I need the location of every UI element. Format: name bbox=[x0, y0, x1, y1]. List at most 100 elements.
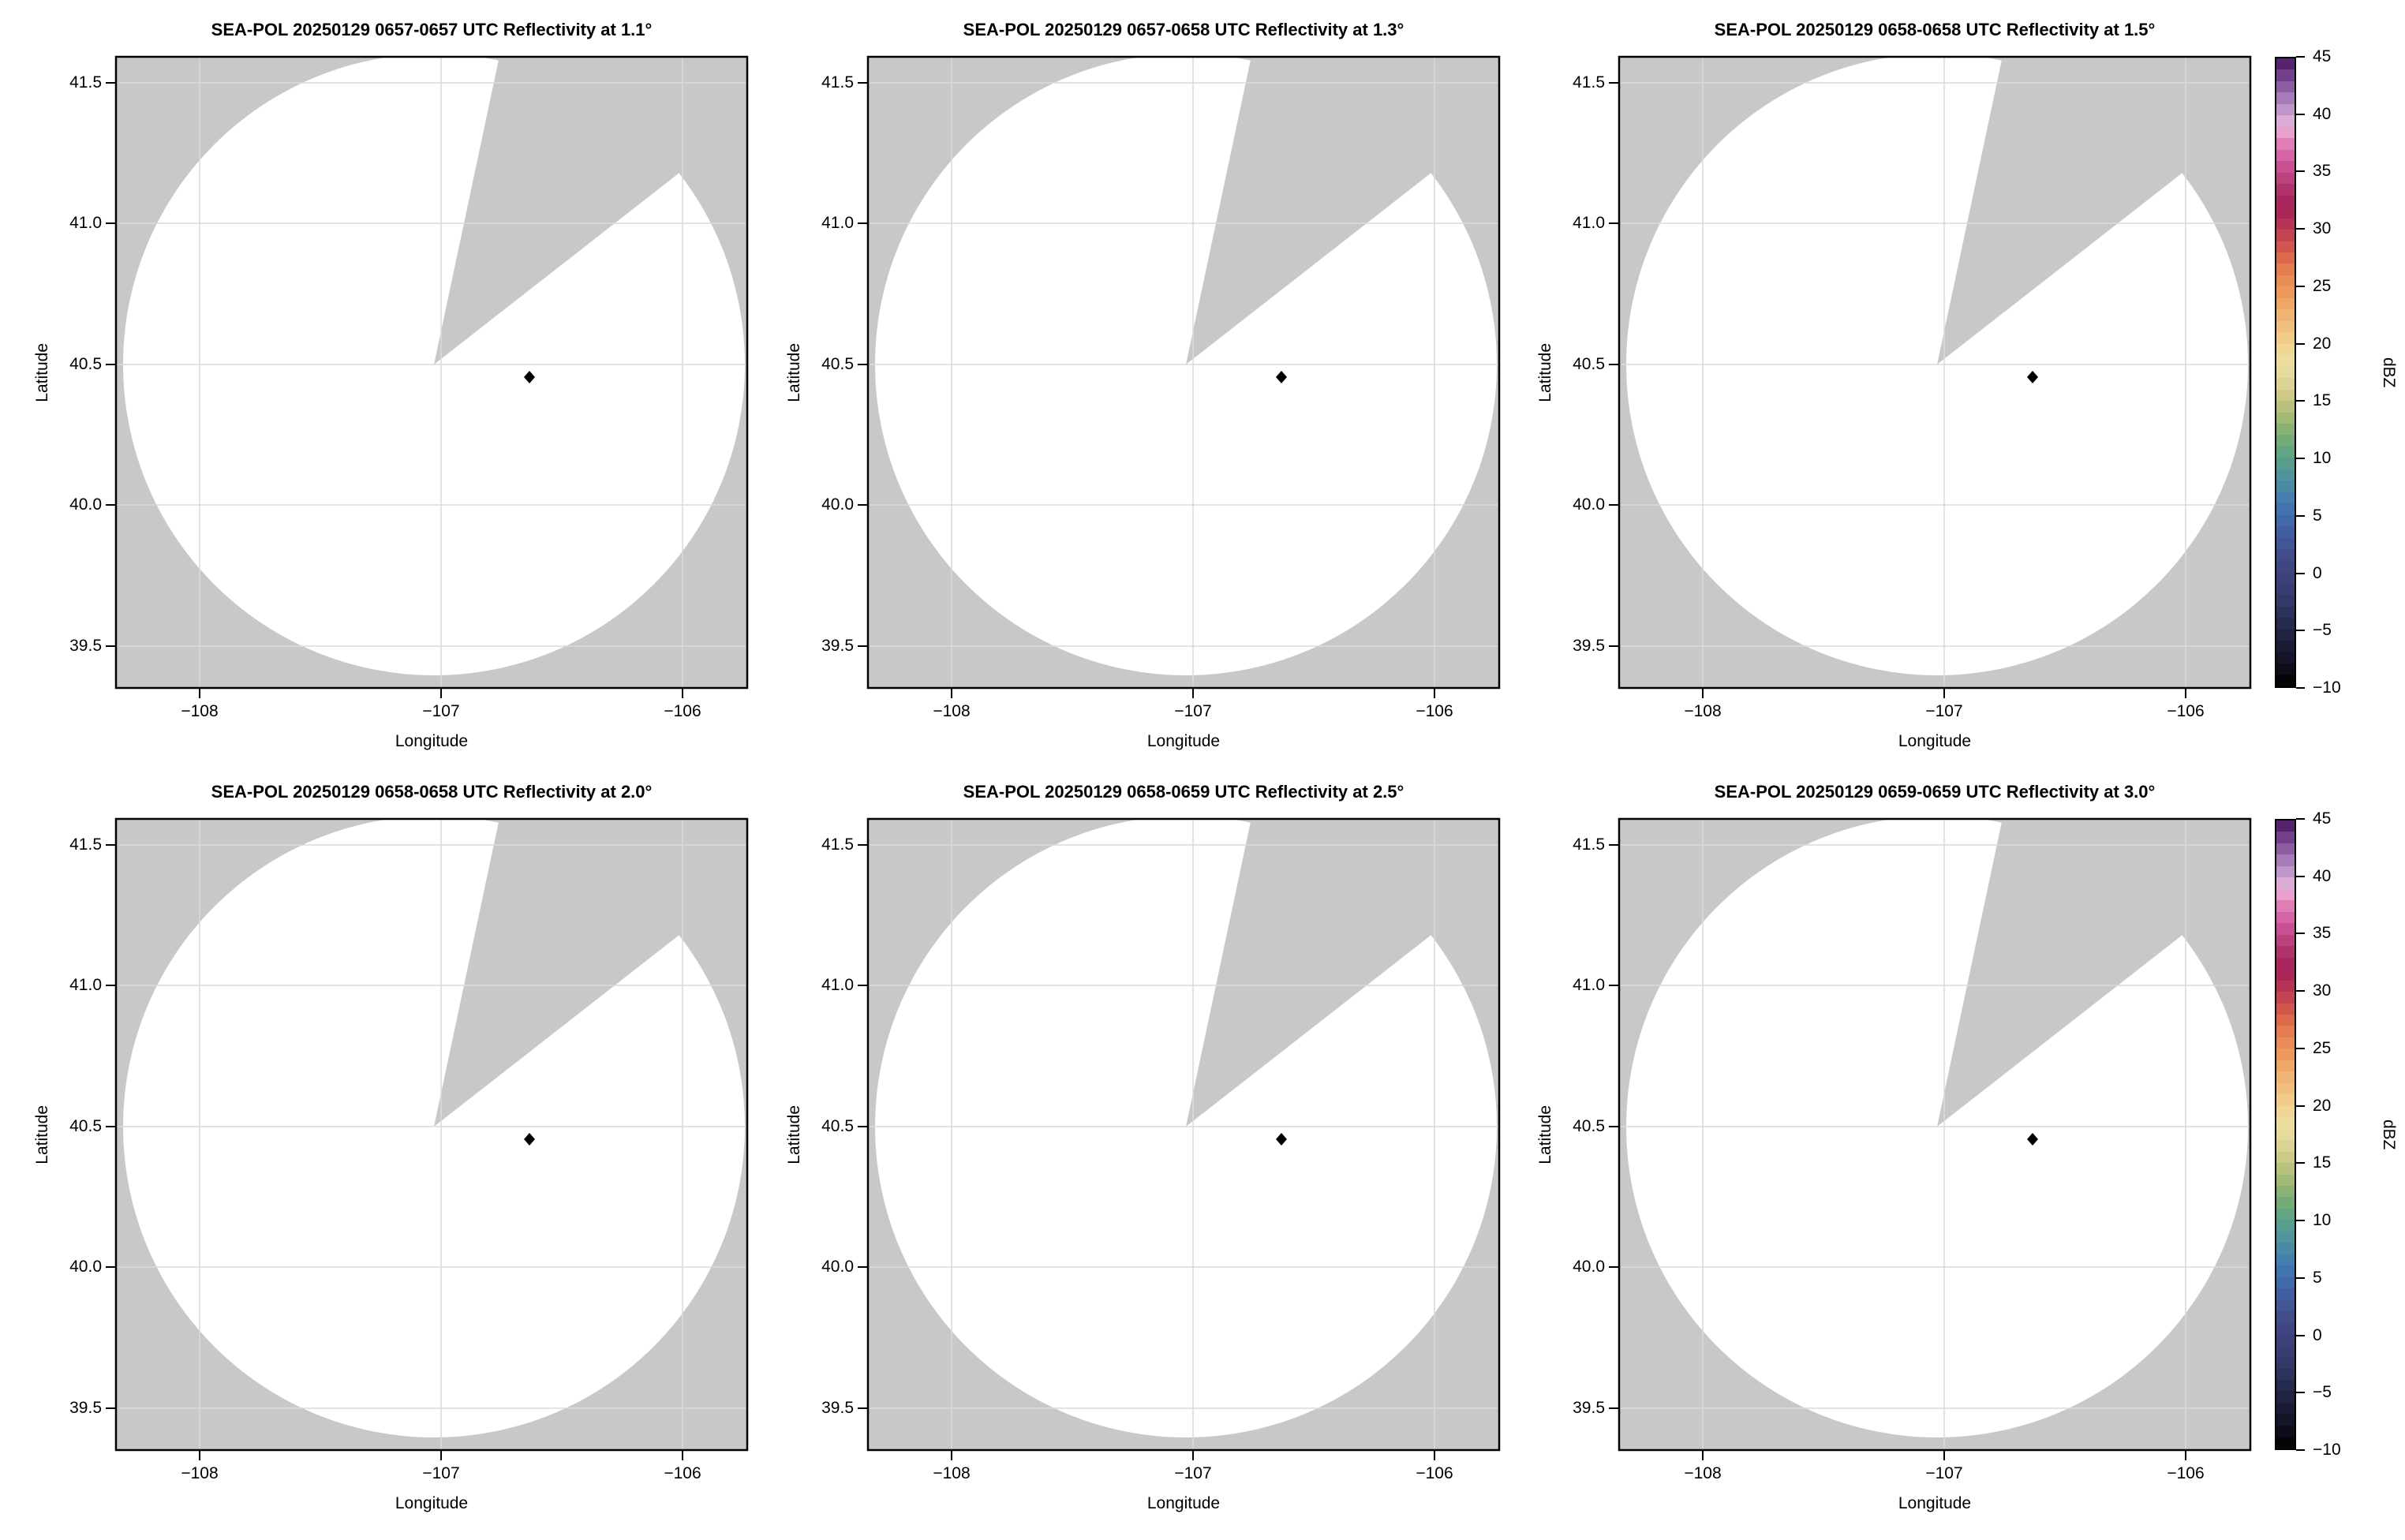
colorbar-band bbox=[2276, 537, 2295, 550]
colorbar-band bbox=[2276, 1265, 2295, 1277]
radar-ppi-plot bbox=[1609, 817, 2252, 1460]
colorbar-band bbox=[2276, 389, 2295, 402]
colorbar-band bbox=[2276, 297, 2295, 310]
colorbar-tick-mark bbox=[2296, 1105, 2305, 1107]
panel-title: SEA-POL 20250129 0658-0659 UTC Reflectiv… bbox=[963, 782, 1404, 802]
colorbar-band bbox=[2276, 617, 2295, 630]
colorbar-tick-label: 15 bbox=[2313, 1153, 2332, 1172]
y-axis-label: Latitude bbox=[33, 1105, 51, 1164]
colorbar-tick-mark bbox=[2296, 1047, 2305, 1049]
colorbar-band bbox=[2276, 1140, 2295, 1152]
colorbar-band bbox=[2276, 492, 2295, 504]
colorbar-band bbox=[2276, 1357, 2295, 1369]
y-tick-label: 40.0 bbox=[821, 1258, 854, 1276]
colorbar-band bbox=[2276, 526, 2295, 538]
y-tick-label: 41.0 bbox=[1573, 976, 1605, 994]
panel-reflectivity-1-1deg: SEA-POL 20250129 0657-0657 UTC Reflectiv… bbox=[33, 20, 749, 750]
colorbar-band bbox=[2276, 1208, 2295, 1220]
plot-frame bbox=[1618, 55, 2252, 690]
missing-sector-wedge bbox=[434, 57, 747, 364]
colorbar-band bbox=[2276, 514, 2295, 527]
colorbar-tick-mark bbox=[2296, 990, 2305, 992]
colorbar-band bbox=[2276, 320, 2295, 333]
colorbar-band bbox=[2276, 469, 2295, 481]
colorbar-tick-mark bbox=[2296, 875, 2305, 877]
colorbar-band bbox=[2276, 218, 2295, 230]
colorbar-band bbox=[2276, 900, 2295, 912]
colorbar-band bbox=[2276, 503, 2295, 515]
plot-frame bbox=[1618, 817, 2252, 1452]
colorbar-band bbox=[2276, 1003, 2295, 1015]
colorbar-band bbox=[2276, 877, 2295, 889]
colorbar-tick-label: 35 bbox=[2313, 162, 2332, 181]
y-tick-label: 41.0 bbox=[1573, 214, 1605, 232]
colorbar-tick-label: 30 bbox=[2313, 219, 2332, 238]
colorbar-tick-label: 0 bbox=[2313, 1325, 2322, 1344]
colorbar-band bbox=[2276, 286, 2295, 298]
y-tick-label: 39.5 bbox=[821, 637, 854, 655]
y-tick-label: 40.0 bbox=[821, 495, 854, 514]
axis-tick-marks bbox=[1609, 844, 2186, 1460]
colorbar-strip bbox=[2275, 57, 2296, 688]
colorbar-tick-label: 0 bbox=[2313, 563, 2322, 582]
colorbar-tick-label: 40 bbox=[2313, 866, 2332, 885]
plot-frame bbox=[114, 55, 749, 690]
y-tick-label: 41.0 bbox=[821, 976, 854, 994]
colorbar-tick-label: 25 bbox=[2313, 276, 2332, 295]
gridlines bbox=[1619, 819, 2250, 1450]
colorbar-tick-mark bbox=[2296, 342, 2305, 345]
y-tick-label: 40.0 bbox=[1573, 1258, 1605, 1276]
x-axis-label: Longitude bbox=[395, 1494, 469, 1512]
colorbar-band bbox=[2276, 843, 2295, 855]
y-tick-label: 40.5 bbox=[821, 1117, 854, 1135]
x-tick-label: −108 bbox=[1684, 1464, 1722, 1482]
colorbar-tick-label: 40 bbox=[2313, 104, 2332, 123]
panel-title: SEA-POL 20250129 0657-0657 UTC Reflectiv… bbox=[211, 20, 653, 39]
x-tick-label: −108 bbox=[933, 702, 971, 720]
x-tick-label: −106 bbox=[664, 702, 701, 720]
gridlines bbox=[1619, 57, 2250, 688]
colorbar-tick-mark bbox=[2296, 1220, 2305, 1222]
y-tick-label: 40.5 bbox=[1573, 355, 1605, 373]
colorbar-tick-label: −5 bbox=[2313, 1383, 2332, 1402]
colorbar-band bbox=[2276, 629, 2295, 641]
colorbar-tick-mark bbox=[2296, 1276, 2305, 1279]
colorbar-band bbox=[2276, 640, 2295, 652]
colorbar-band bbox=[2276, 252, 2295, 264]
missing-sector-wedge bbox=[1937, 57, 2250, 364]
gridlines bbox=[116, 57, 747, 688]
colorbar-band bbox=[2276, 1117, 2295, 1129]
colorbar-band bbox=[2276, 992, 2295, 1004]
x-tick-label: −108 bbox=[181, 1464, 219, 1482]
y-tick-label: 41.0 bbox=[69, 976, 102, 994]
colorbar-tick-mark bbox=[2296, 933, 2305, 935]
axis-tick-marks bbox=[858, 844, 1435, 1460]
y-tick-label: 40.0 bbox=[69, 495, 102, 514]
y-tick-label: 41.0 bbox=[821, 214, 854, 232]
colorbar-tick-mark bbox=[2296, 1392, 2305, 1394]
colorbar-unit-label: dBZ bbox=[2380, 357, 2398, 388]
y-tick-label: 39.5 bbox=[1573, 637, 1605, 655]
colorbar-tick-mark bbox=[2296, 228, 2305, 230]
colorbar-band bbox=[2276, 583, 2295, 596]
y-axis-label: Latitude bbox=[1536, 342, 1554, 402]
colorbar-band bbox=[2276, 207, 2295, 219]
colorbar-band bbox=[2276, 103, 2295, 116]
site-marker-diamond bbox=[2027, 1133, 2038, 1146]
colorbar-band bbox=[2276, 1220, 2295, 1232]
y-tick-label: 40.5 bbox=[69, 1117, 102, 1135]
plot-frame bbox=[114, 817, 749, 1452]
x-tick-label: −108 bbox=[1684, 702, 1722, 720]
colorbar-tick-mark bbox=[2296, 687, 2305, 689]
colorbar-band bbox=[2276, 195, 2295, 207]
colorbar-band bbox=[2276, 1026, 2295, 1037]
colorbar-band bbox=[2276, 1391, 2295, 1403]
y-tick-label: 40.5 bbox=[1573, 1117, 1605, 1135]
colorbar-band bbox=[2276, 1151, 2295, 1164]
colorbar-band bbox=[2276, 69, 2295, 81]
colorbar-tick-mark bbox=[2296, 1449, 2305, 1451]
site-marker-diamond bbox=[524, 1133, 535, 1146]
plot-frame bbox=[866, 817, 1501, 1452]
gridlines bbox=[868, 57, 1499, 688]
